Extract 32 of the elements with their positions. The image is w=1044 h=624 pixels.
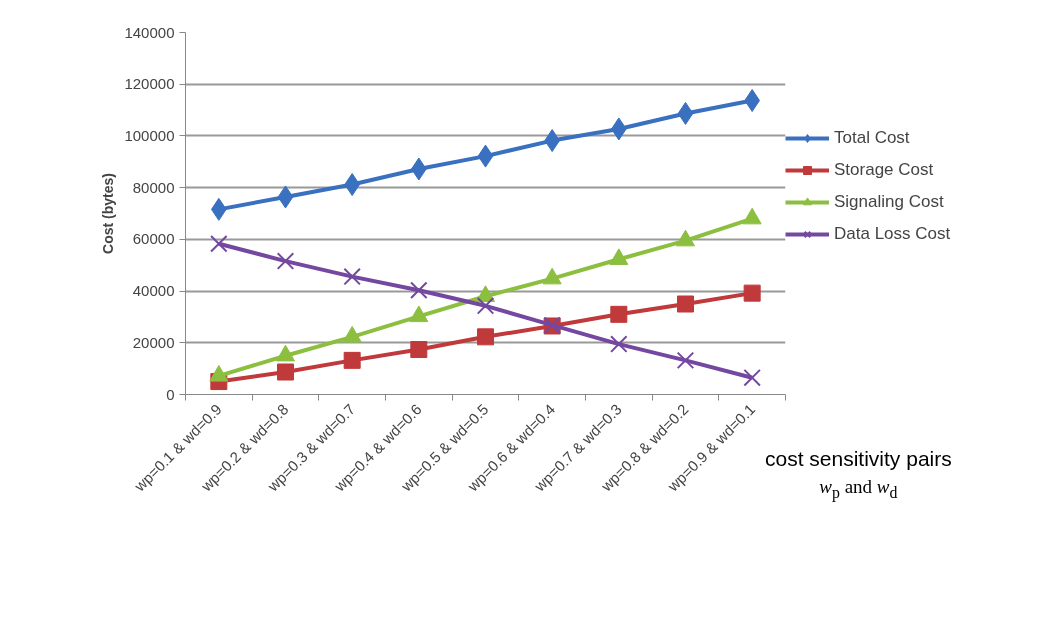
legend-label: Signaling Cost — [834, 192, 944, 212]
y-tick-label: 80000 — [132, 178, 175, 196]
y-axis-title: Cost (bytes) — [100, 173, 117, 254]
point — [410, 281, 428, 300]
point — [677, 295, 694, 313]
legend-label: Data Loss Cost — [834, 224, 951, 244]
x-axis-title: cost sensitivity pairs w$_{p}$ and w$_{d}$ — [765, 446, 952, 504]
point — [743, 368, 761, 387]
point — [343, 351, 361, 369]
legend-label: Storage Cost — [834, 160, 934, 180]
point — [743, 284, 761, 302]
point — [276, 252, 295, 270]
point — [410, 341, 428, 359]
point — [477, 144, 494, 168]
point — [343, 267, 361, 286]
y-tick-label: 60000 — [132, 230, 175, 248]
point — [210, 234, 228, 253]
point — [477, 328, 494, 346]
point — [676, 351, 695, 370]
y-tick-label: 20000 — [132, 333, 175, 351]
point — [610, 305, 628, 323]
y-tick-label: 120000 — [124, 75, 175, 93]
point — [277, 363, 294, 381]
point — [277, 185, 294, 209]
legend-label: Total Cost — [834, 128, 910, 148]
y-tick-label: 40000 — [132, 282, 175, 300]
y-tick-label: 140000 — [124, 23, 175, 41]
point — [476, 297, 495, 315]
y-tick-label: 100000 — [124, 126, 175, 144]
point — [677, 101, 694, 125]
y-tick-label: 0 — [166, 385, 175, 403]
point — [610, 335, 628, 353]
